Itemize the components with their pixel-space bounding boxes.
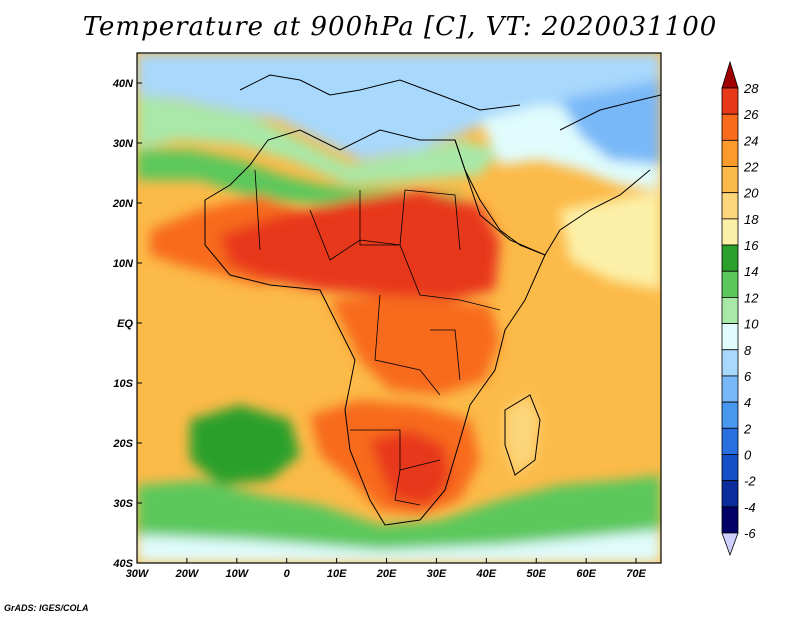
- colorbar-label: 10: [744, 317, 759, 332]
- colorbar-label: 20: [743, 186, 759, 201]
- sudan-core: [395, 205, 485, 290]
- colorbar-swatch: [721, 139, 739, 167]
- colorbar-swatch: [721, 87, 739, 115]
- colorbar-label: 4: [744, 395, 751, 410]
- colorbar-label: 14: [744, 264, 758, 279]
- coastlines: [204, 74, 661, 526]
- colorbar-label: 28: [743, 81, 759, 96]
- lat-tick-label: 20S: [112, 438, 133, 450]
- colorbar-swatch: [721, 166, 739, 194]
- colorbar-bottom-triangle: [721, 532, 739, 557]
- country-borders: [254, 169, 501, 506]
- map-frame: [136, 52, 662, 564]
- colorbar-label: 16: [744, 238, 759, 253]
- lon-tick-label: 50E: [526, 568, 546, 580]
- colorbar-label: -2: [744, 474, 756, 489]
- lat-tick-label: 30N: [113, 138, 134, 150]
- lat-tick-label: EQ: [117, 318, 133, 330]
- colorbar-swatch: [721, 375, 739, 403]
- mediterranean: [137, 95, 500, 185]
- lat-tick-label: 40S: [112, 558, 133, 570]
- colorbar-swatch: [721, 480, 739, 508]
- lon-tick-label: 10E: [327, 568, 347, 580]
- colorbar-label: -4: [744, 500, 756, 515]
- colorbar-label: 6: [744, 369, 752, 384]
- colorbar-swatch: [721, 427, 739, 455]
- colorbar-label: 8: [744, 343, 752, 358]
- colorbar-swatch: [721, 506, 739, 534]
- colorbar-label: 12: [744, 290, 759, 305]
- southern-ocean: [137, 475, 661, 563]
- lon-tick-label: 40E: [476, 568, 497, 580]
- lon-tick-label: 60E: [576, 568, 596, 580]
- latitude-axis: 40N 30N 20N 10N EQ 10S 20S 30S 40S: [112, 78, 142, 570]
- colorbar-label: 2: [743, 421, 752, 436]
- lat-tick-label: 30S: [113, 498, 133, 510]
- chart-title: Temperature at 900hPa [C], VT: 202003110…: [82, 12, 718, 42]
- lat-tick-label: 10N: [113, 258, 134, 270]
- lat-tick-label: 20N: [112, 198, 134, 210]
- lon-tick-label: 70E: [626, 568, 646, 580]
- south-atlantic-cool: [190, 405, 300, 485]
- lon-tick-label: 20E: [376, 568, 397, 580]
- colorbar-label: 0: [744, 447, 752, 462]
- colorbar-swatch: [721, 192, 739, 220]
- colorbar-swatch: [721, 323, 739, 351]
- colorbar-swatch: [721, 270, 739, 298]
- colorbar-swatch: [721, 454, 739, 482]
- colorbar-swatch: [721, 113, 739, 141]
- arabian-sea: [560, 190, 661, 290]
- colorbar-label: 24: [743, 133, 758, 148]
- colorbar-swatch: [721, 244, 739, 272]
- lat-tick-label: 40N: [112, 78, 134, 90]
- colorbar-swatch: [721, 349, 739, 377]
- lon-tick-label: 20W: [175, 568, 200, 580]
- colorbar-swatch: [721, 297, 739, 324]
- temperature-field: [137, 53, 661, 563]
- lon-tick-label: 30E: [427, 568, 447, 580]
- colorbar-label: -6: [744, 526, 756, 541]
- lon-tick-label: 30W: [126, 568, 150, 580]
- lon-tick-label: 0: [284, 568, 291, 580]
- colorbar-label: 22: [743, 160, 759, 175]
- lat-tick-label: 10S: [113, 378, 133, 390]
- southern-ocean-far: [137, 530, 661, 563]
- europe-north: [137, 53, 661, 160]
- colorbar-label: 18: [744, 212, 759, 227]
- colorbar-swatch: [721, 401, 739, 429]
- colorbar-label: 26: [743, 107, 759, 122]
- madagascar: [505, 395, 540, 475]
- east-africa-hot: [430, 310, 490, 385]
- longitude-axis: 30W 20W 10W 0 10E 20E 30E 40E 50E 60E 70E: [126, 558, 646, 580]
- lon-tick-label: 10W: [225, 568, 249, 580]
- colorbar-swatch: [721, 218, 739, 246]
- colorbar-top-triangle: [721, 60, 739, 89]
- grads-credit: GrADS: IGES/COLA: [4, 603, 89, 613]
